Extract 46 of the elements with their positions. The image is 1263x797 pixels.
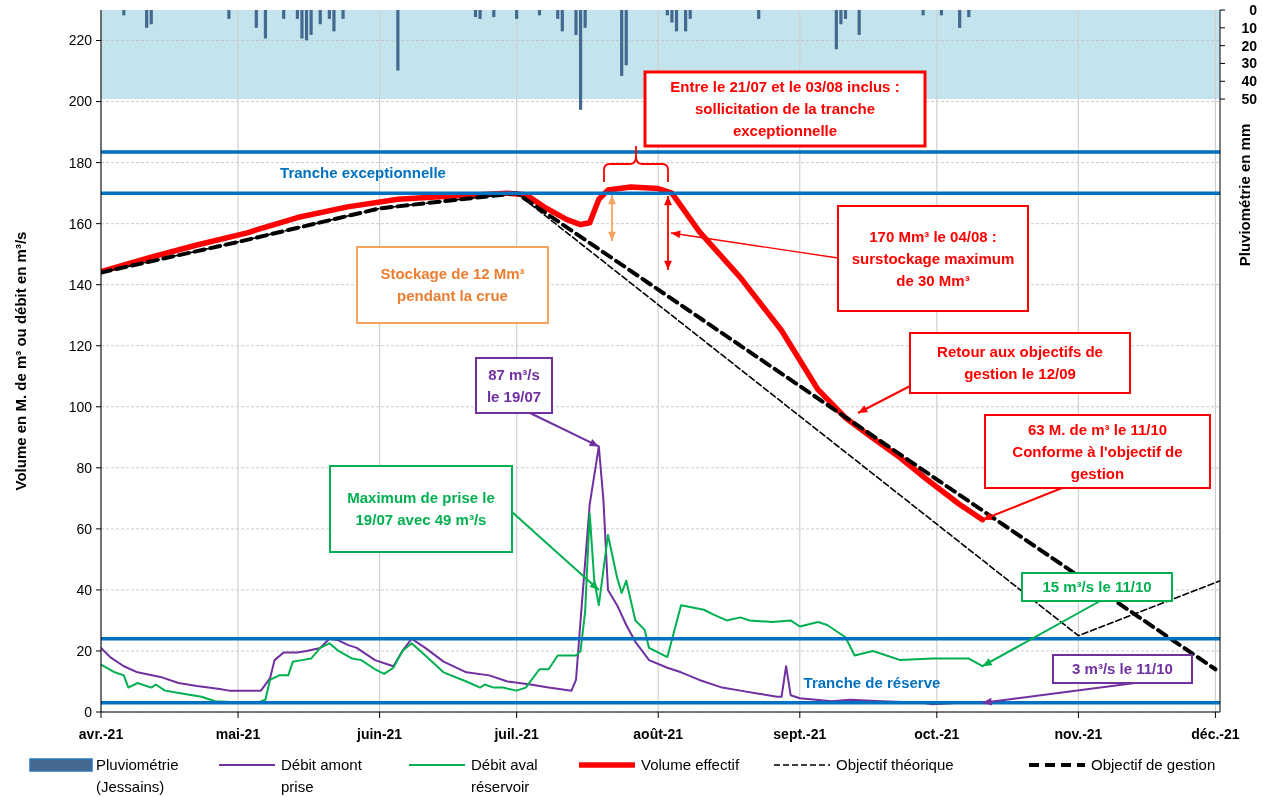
x-tick-label: déc.-21 [1191,726,1240,742]
y-tick-label: 0 [84,703,93,720]
y-tick-label: 60 [76,520,93,537]
legend-label: Objectif de gestion [1091,756,1216,774]
annotation: 3 m³/s le 11/10 [1072,660,1173,678]
y-tick-label: 200 [68,93,93,110]
y-tick-label: 140 [68,276,93,293]
y-tick-label: 160 [68,215,93,232]
y-axis-title: Volume en M. de m³ ou débit en m³/s [12,231,29,491]
y2-tick-label: 50 [1241,90,1258,107]
annotation: 15 m³/s le 11/10 [1042,578,1152,596]
y-tick-label: 180 [68,154,93,171]
annotation: Retour aux objectifs de gestion le 12/09 [937,343,1103,383]
x-tick-label: oct.-21 [914,726,960,742]
annotation: 170 Mm³ le 04/08 : surstockage maximum de 30 Mm³ [851,227,1015,289]
y-tick-label: 20 [76,642,93,659]
ref-line-label: Tranche exceptionnelle [280,164,446,182]
x-tick-label: avr.-21 [78,726,124,742]
y2-tick-label: 10 [1241,19,1258,36]
legend-label: Débit aval réservoir [471,756,538,796]
legend-label: Pluviométrie (Jessains) [96,756,179,796]
x-tick-label: juil.-21 [493,726,540,742]
y-tick-label: 120 [68,337,93,354]
x-tick-label: juin-21 [356,726,403,742]
x-tick-label: août-21 [633,726,684,742]
y-tick-label: 100 [68,398,93,415]
annotation: Maximum de prise le 19/07 avec 49 m³/s [347,489,495,529]
x-tick-label: mai-21 [215,726,261,742]
y2-tick-label: 40 [1241,73,1258,90]
y2-axis-title: Pluviométrie en mm [1236,123,1253,267]
ref-line-label: Tranche de réserve [803,673,941,691]
x-tick-label: sept.-21 [773,726,827,742]
y-tick-label: 40 [76,581,93,598]
y2-tick-label: 20 [1241,37,1258,54]
annotation: Stockage de 12 Mm³ pendant la crue [380,265,525,305]
legend-label: Volume effectif [641,756,740,774]
y-tick-label: 80 [76,459,93,476]
annotation: Entre le 21/07 et le 03/08 inclus : sollicitation de la tranche exceptionnelle [670,78,900,140]
annotation: 63 M. de m³ le 11/10 Conforme à l'objectif de gestion [1012,420,1183,482]
y2-tick-label: 0 [1249,1,1258,18]
x-tick-label: nov.-21 [1054,726,1103,742]
y-tick-label: 220 [68,32,93,49]
legend-label: Débit amont prise [281,756,363,796]
annotation: 87 m³/s le 19/07 [486,365,542,405]
legend-label: Objectif théorique [836,756,954,774]
y2-tick-label: 30 [1241,55,1258,72]
